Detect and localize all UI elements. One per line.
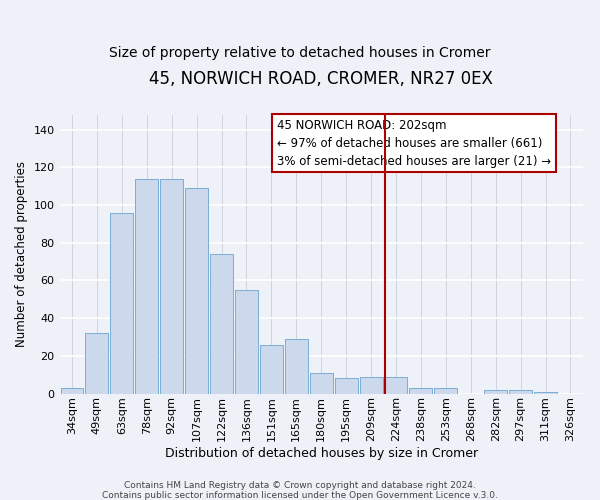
Bar: [409, 388, 433, 394]
Bar: [335, 378, 358, 394]
Bar: [385, 376, 407, 394]
Bar: [85, 333, 109, 394]
Bar: [61, 388, 83, 394]
Bar: [110, 212, 133, 394]
Text: Size of property relative to detached houses in Cromer: Size of property relative to detached ho…: [109, 46, 491, 60]
Bar: [310, 373, 332, 394]
Bar: [160, 178, 183, 394]
Bar: [185, 188, 208, 394]
Y-axis label: Number of detached properties: Number of detached properties: [15, 161, 28, 347]
Title: 45, NORWICH ROAD, CROMER, NR27 0EX: 45, NORWICH ROAD, CROMER, NR27 0EX: [149, 70, 493, 88]
Bar: [210, 254, 233, 394]
Bar: [509, 390, 532, 394]
Text: Contains HM Land Registry data © Crown copyright and database right 2024.: Contains HM Land Registry data © Crown c…: [124, 482, 476, 490]
Bar: [434, 388, 457, 394]
Bar: [359, 376, 383, 394]
Bar: [136, 178, 158, 394]
Text: 45 NORWICH ROAD: 202sqm
← 97% of detached houses are smaller (661)
3% of semi-de: 45 NORWICH ROAD: 202sqm ← 97% of detache…: [277, 118, 551, 168]
Bar: [484, 390, 507, 394]
Bar: [534, 392, 557, 394]
Bar: [260, 344, 283, 394]
Text: Contains public sector information licensed under the Open Government Licence v.: Contains public sector information licen…: [102, 490, 498, 500]
Bar: [285, 339, 308, 394]
Bar: [235, 290, 258, 394]
X-axis label: Distribution of detached houses by size in Cromer: Distribution of detached houses by size …: [164, 447, 478, 460]
